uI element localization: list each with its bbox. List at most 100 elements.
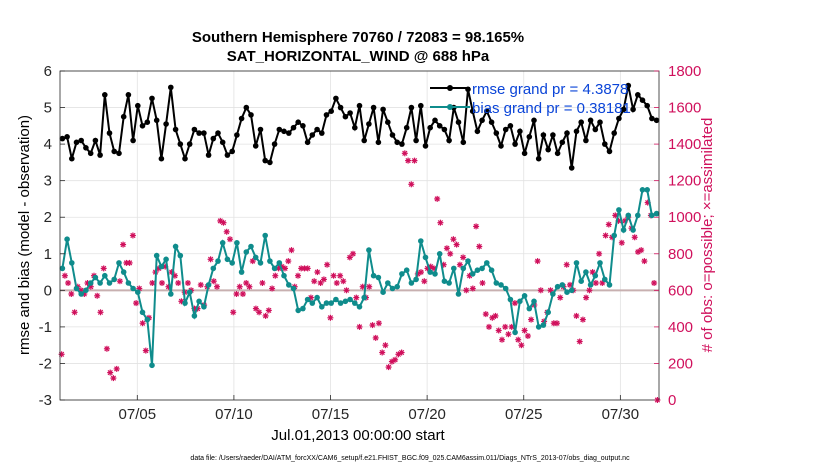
rmse-point (238, 115, 245, 122)
obs-mark-stroke (262, 313, 269, 319)
rmse-point (535, 155, 542, 162)
bias-point (130, 285, 136, 292)
obs-point (282, 265, 288, 272)
obs-point (207, 256, 214, 263)
obs-point (518, 342, 525, 349)
obs-mark-stroke (408, 181, 414, 187)
obs-mark-stroke (266, 307, 272, 314)
rmse-point (526, 134, 533, 140)
rmse-point (592, 126, 599, 133)
rmse-point (422, 143, 429, 149)
obs-mark-stroke (185, 280, 191, 286)
y-tick-label: 3 (44, 173, 52, 190)
y-right-tick-label: 400 (668, 319, 693, 336)
obs-point (340, 278, 347, 285)
data-file-footer: data file: /Users/raeder/DAI/ATM_forcXX/… (190, 455, 630, 462)
rmse-point (347, 110, 353, 116)
rmse-point (92, 137, 99, 144)
bias-point (436, 251, 443, 257)
obs-point (418, 269, 424, 276)
rmse-point (418, 102, 424, 109)
obs-point (392, 356, 399, 363)
bias-point (422, 254, 429, 261)
rmse-point (517, 128, 523, 135)
rmse-point (73, 139, 80, 146)
obs-point (486, 323, 492, 330)
y-tick-label: 0 (44, 282, 52, 299)
obs-mark-stroke (246, 284, 253, 290)
bias-point (106, 280, 113, 286)
obs-point (379, 349, 386, 356)
bias-point (347, 296, 353, 303)
bias-point (314, 294, 320, 301)
rmse-point (215, 130, 221, 136)
bias-point (389, 285, 396, 292)
obs-mark-stroke (606, 221, 612, 228)
rmse-point (479, 117, 485, 124)
obs-mark-stroke (473, 223, 479, 230)
legend-rmse: rmse grand pr = 4.3878 (472, 81, 628, 98)
obs-mark-stroke (220, 220, 227, 226)
rmse-point (474, 128, 481, 135)
bias-point (602, 276, 608, 283)
obs-mark-stroke (463, 287, 469, 293)
rmse-point (205, 152, 212, 158)
bias-point (257, 260, 264, 266)
obs-point (295, 272, 301, 279)
obs-mark-stroke (557, 294, 563, 301)
rmse-point (370, 104, 377, 111)
obs-point (499, 336, 505, 343)
bias-point (370, 272, 377, 279)
bias-point (394, 283, 401, 290)
obs-mark-stroke (369, 322, 376, 328)
rmse-point (488, 119, 495, 125)
rmse-point (498, 143, 504, 149)
obs-mark-stroke (65, 280, 71, 286)
rmse-point (125, 92, 132, 98)
rmse-point (408, 104, 415, 111)
bias-point (73, 285, 80, 292)
rmse-point (319, 130, 325, 136)
obs-point (97, 309, 104, 316)
rmse-point (502, 126, 509, 133)
rmse-point (116, 150, 122, 157)
obs-point (492, 312, 499, 319)
obs-mark-stroke (505, 331, 512, 337)
rmse-point (314, 126, 320, 133)
obs-mark-stroke (71, 309, 78, 315)
x-tick-label: 07/05 (119, 406, 157, 423)
rmse-point (158, 155, 165, 162)
bias-point (290, 285, 297, 292)
bias-point (559, 282, 566, 288)
obs-mark-stroke (405, 157, 411, 164)
y-tick-label: 6 (44, 63, 52, 80)
bias-point (248, 243, 254, 250)
obs-point (139, 320, 146, 327)
obs-point (557, 294, 564, 301)
bias-point (611, 232, 617, 239)
obs-mark-stroke (305, 265, 311, 272)
obs-point (184, 280, 191, 286)
rmse-point (625, 82, 632, 89)
bias-point (427, 269, 434, 275)
rmse-point (639, 97, 646, 103)
obs-mark-stroke (398, 349, 405, 356)
obs-point (214, 283, 220, 290)
obs-point (641, 258, 648, 265)
y-tick-label: 2 (44, 209, 52, 226)
obs-mark-stroke (450, 236, 457, 242)
bias-point (597, 260, 603, 266)
bias-point (488, 267, 495, 274)
rmse-point (290, 124, 297, 131)
bias-point (484, 260, 490, 266)
chart-subtitle: SAT_HORIZONTAL_WIND @ 688 hPa (227, 48, 490, 65)
obs-point (398, 349, 405, 356)
bias-point (635, 212, 641, 219)
y-right-tick-label: 800 (668, 246, 693, 263)
rmse-point (286, 130, 292, 136)
obs-mark-stroke (447, 251, 453, 257)
obs-mark-stroke (547, 287, 554, 293)
rmse-point (564, 130, 570, 136)
y-tick-label: 5 (44, 100, 52, 117)
obs-mark-stroke (434, 196, 440, 202)
